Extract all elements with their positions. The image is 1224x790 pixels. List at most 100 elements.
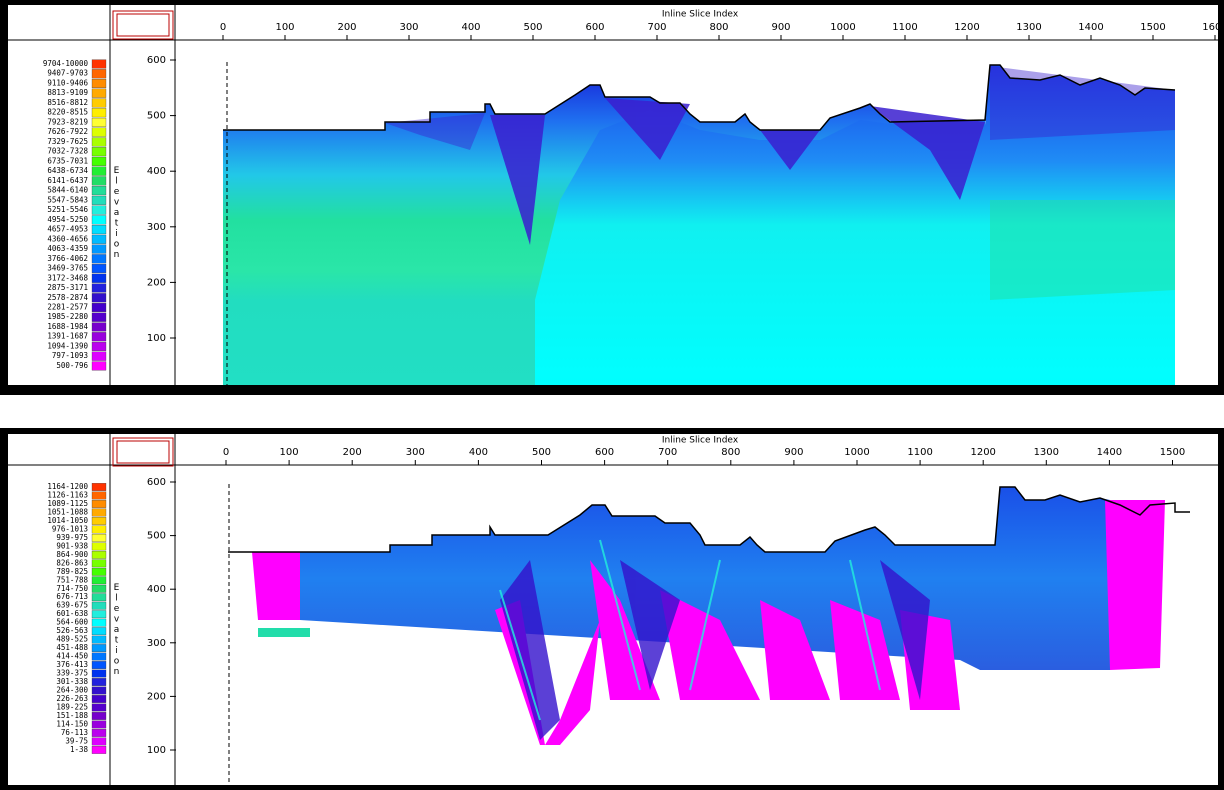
x-tick-label: 1300 [1034,447,1059,458]
legend-swatch [92,69,106,78]
legend-swatch [92,594,106,601]
y-tick-label: 300 [147,222,166,233]
legend-swatch [92,509,106,516]
legend-label: 3469-3765 [47,264,88,273]
legend-label: 5251-5546 [47,205,88,214]
y-tick-label: 400 [147,166,166,177]
legend-swatch [92,332,106,341]
x-tick-label: 1100 [907,447,932,458]
legend-swatch [92,352,106,361]
legend-label: 9407-9703 [47,69,88,78]
y-tick-label: 600 [147,477,166,488]
legend-swatch [92,215,106,224]
legend-swatch [92,284,106,293]
x-tick-label: 1500 [1160,447,1185,458]
y-tick-label: 500 [147,531,166,542]
legend-swatch [92,196,106,205]
x-tick-label: 500 [532,447,551,458]
legend-swatch [92,729,106,736]
legend-label: 1688-1984 [47,322,88,331]
legend-label: 6141-6437 [47,176,88,185]
x-tick-label: 500 [523,22,542,33]
x-tick-label: 200 [343,447,362,458]
y-tick-label: 100 [147,333,166,344]
legend-label: 8220-8515 [47,108,88,117]
legend-label: 9110-9406 [47,78,88,87]
legend-swatch [92,610,106,617]
legend-swatch [92,492,106,499]
x-tick-label: 100 [275,22,294,33]
legend-swatch [92,695,106,702]
legend-swatch [92,712,106,719]
x-tick-label: 700 [658,447,677,458]
legend-swatch [92,534,106,541]
y-tick-label: 200 [147,277,166,288]
legend-label: 2281-2577 [47,303,88,312]
x-tick-label: 100 [280,447,299,458]
legend-swatch [92,644,106,651]
legend-label: 500-796 [56,361,88,370]
x-tick-label: 1500 [1140,22,1165,33]
x-tick-label: 1000 [830,22,855,33]
legend-label: 1985-2280 [47,312,88,321]
legend-swatch [92,687,106,694]
legend-swatch [92,206,106,215]
legend-swatch [92,560,106,567]
legend-swatch [92,551,106,558]
x-tick-label: 800 [721,447,740,458]
x-tick-label: 200 [337,22,356,33]
x-tick-label: 900 [784,447,803,458]
legend-swatch [92,500,106,507]
legend-swatch [92,99,106,108]
x-tick-label: 400 [461,22,480,33]
legend-label: 4657-4953 [47,225,88,234]
x-tick-label: 1200 [954,22,979,33]
y-tick-label: 100 [147,745,166,756]
x-tick-label: 300 [399,22,418,33]
legend-label: 3766-4062 [47,254,88,263]
y-tick-label: 400 [147,584,166,595]
legend-swatch [92,235,106,244]
x-tick-label: 1400 [1097,447,1122,458]
x-tick-label: 1200 [970,447,995,458]
legend-swatch [92,293,106,302]
legend-swatch [92,678,106,685]
legend-swatch [92,526,106,533]
legend-swatch [92,274,106,283]
legend-label: 2875-3171 [47,283,88,292]
legend-swatch [92,342,106,351]
legend-swatch [92,254,106,263]
legend-swatch [92,738,106,745]
x-tick-label: 1000 [844,447,869,458]
field [990,200,1175,300]
legend-label: 1-38 [70,745,89,754]
x-axis-title: Inline Slice Index [662,436,739,446]
y-axis-title: Elevation [112,166,122,261]
legend-label: 1391-1687 [47,332,88,341]
legend-label: 5547-5843 [47,195,88,204]
x-tick-label: 600 [595,447,614,458]
legend-swatch [92,264,106,273]
legend-swatch [92,568,106,575]
x-tick-label: 600 [585,22,604,33]
legend-label: 7329-7625 [47,137,88,146]
legend-swatch [92,627,106,634]
legend-swatch [92,60,106,69]
screenshot: Inline Slice IndexElevation0100200300400… [0,0,1224,790]
y-tick-label: 300 [147,638,166,649]
legend-label: 4360-4656 [47,234,88,243]
legend-swatch [92,577,106,584]
legend-swatch [92,118,106,127]
legend-swatch [92,746,106,753]
y-tick-label: 200 [147,691,166,702]
legend-swatch [92,79,106,88]
legend-swatch [92,108,106,117]
legend-label: 6438-6734 [47,166,88,175]
strip [258,628,310,637]
legend-swatch [92,543,106,550]
x-tick-label: 1100 [892,22,917,33]
legend-swatch [92,721,106,728]
legend-label: 7923-8219 [47,117,88,126]
y-tick-label: 500 [147,111,166,122]
x-tick-label: 1400 [1078,22,1103,33]
